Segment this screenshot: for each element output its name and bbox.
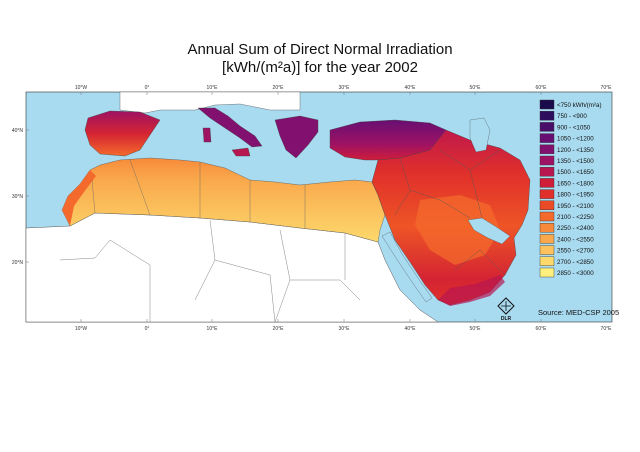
legend-label: 2100 - <2250 <box>557 214 594 221</box>
legend: <750 kWh/(m²a) 750 - <900 900 - <1050 1050 … <box>539 99 602 278</box>
legend-label: 2550 - <2700 <box>557 248 594 255</box>
top-tick-label: 20°E <box>273 85 285 91</box>
top-tick-label: 30°E <box>339 85 351 91</box>
legend-swatch <box>539 155 555 166</box>
legend-swatch <box>539 245 555 255</box>
persian-gulf <box>467 217 511 245</box>
legend-swatch <box>539 222 555 233</box>
bottom-tick-label: 10°W <box>75 326 88 332</box>
legend-label: 1350 - <1500 <box>557 158 594 165</box>
top-tick-label: 50°E <box>470 85 482 91</box>
legend-label: 750 - <900 <box>557 113 587 120</box>
italy-region <box>197 107 263 148</box>
legend-label: <750 kWh/(m²a) <box>557 102 602 109</box>
legend-swatch <box>539 110 555 121</box>
yemen-band <box>438 275 505 306</box>
legend-swatch <box>539 133 555 143</box>
bottom-tick-label: 30°E <box>339 326 351 332</box>
map-title-line-1: Annual Sum of Direct Normal Irradiation <box>187 41 453 58</box>
top-tick-label: 60°E <box>536 85 548 91</box>
top-tick-label: 10°W <box>75 85 88 91</box>
top-tick-label: 0° <box>145 85 150 91</box>
legend-swatch <box>539 178 555 188</box>
legend-label: 2400 - <2550 <box>557 236 594 243</box>
map-title-line-2: [kWh/(m²a)] for the year 2002 <box>222 59 418 76</box>
legend-label: 1050 - <1200 <box>557 136 594 143</box>
legend-swatch <box>539 189 555 199</box>
top-tick-label: 40°E <box>405 85 417 91</box>
legend-swatch <box>539 267 555 278</box>
sicily-region <box>231 147 251 157</box>
source-text: Source: MED-CSP 2005 <box>538 308 619 317</box>
legend-label: 2850 - <3000 <box>557 270 594 277</box>
top-tick-label: 70°E <box>601 85 613 91</box>
grid-ticks <box>26 92 542 322</box>
north-africa-borders <box>91 159 306 228</box>
legend-label: 2250 - <2400 <box>557 225 594 232</box>
dlr-logo-text: DLR <box>501 316 512 322</box>
legend-swatch <box>539 99 555 110</box>
bottom-tick-label: 60°E <box>536 326 548 332</box>
legend-swatch <box>539 122 555 132</box>
bottom-tick-label: 40°E <box>405 326 417 332</box>
top-tick-label: 10°E <box>207 85 219 91</box>
western-sahara-strip <box>62 170 96 226</box>
legend-swatch <box>539 211 555 222</box>
legend-swatch <box>539 234 555 244</box>
bottom-tick-label: 70°E <box>601 326 613 332</box>
bottom-tick-label: 10°E <box>207 326 219 332</box>
arabia-interior <box>415 195 500 265</box>
legend-swatch <box>539 200 555 211</box>
legend-label: 2700 - <2850 <box>557 259 594 266</box>
legend-label: 1500 - <1650 <box>557 169 594 176</box>
middle-east-borders <box>394 149 506 276</box>
bottom-tick-label: 0° <box>145 326 150 332</box>
legend-swatch <box>539 166 555 177</box>
sub-saharan-borders <box>59 219 361 323</box>
dlr-logo-icon <box>497 297 515 315</box>
legend-label: 1200 - <1350 <box>557 147 594 154</box>
north-africa-region <box>61 157 386 243</box>
legend-swatch <box>539 256 555 266</box>
bottom-tick-label: 20°E <box>273 326 285 332</box>
legend-label: 1800 - <1950 <box>557 192 594 199</box>
legend-label: 1650 - <1800 <box>557 180 594 187</box>
legend-label: 900 - <1050 <box>557 124 591 131</box>
sardinia-region <box>202 127 212 143</box>
bottom-tick-label: 50°E <box>470 326 482 332</box>
greece-region <box>274 115 319 159</box>
legend-label: 1950 - <2100 <box>557 203 594 210</box>
left-tick-label: 30°N <box>12 194 24 200</box>
caspian-sea <box>469 117 491 153</box>
left-tick-label: 40°N <box>12 128 24 134</box>
red-sea <box>381 231 433 303</box>
left-tick-label: 20°N <box>12 260 24 266</box>
legend-swatch <box>539 144 555 155</box>
iberia-region <box>84 110 161 157</box>
